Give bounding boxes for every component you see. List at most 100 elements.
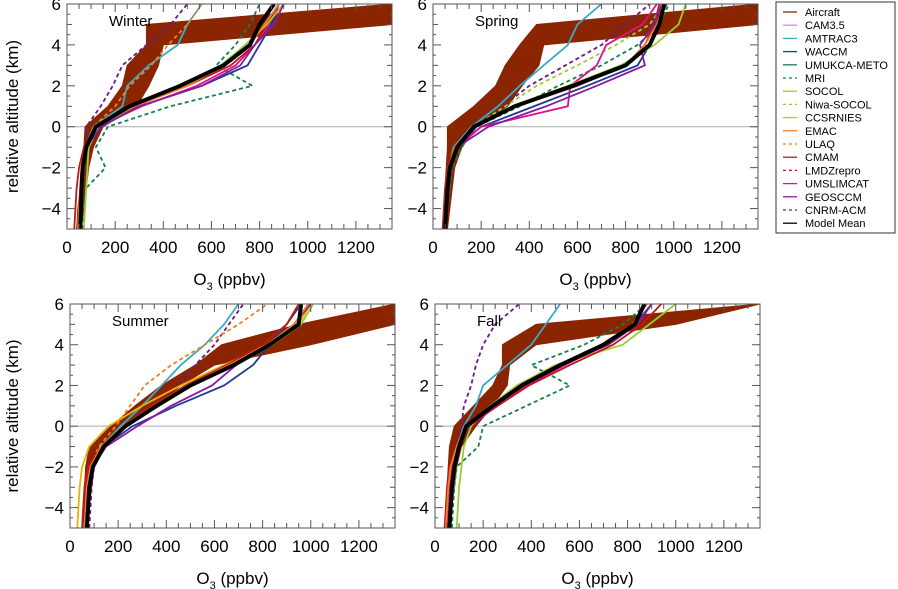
panel-fall: 0 200 400 600 800 1000 1200 −4 −2 0 2 4 6 Fall O3 (ppb…: [410, 295, 761, 589]
x-tick-label: 600: [563, 238, 591, 257]
aircraft-range-band: [444, 304, 760, 528]
x-tick-label: 200: [467, 238, 495, 257]
x-tick-label: 800: [248, 537, 276, 556]
x-tick-label: 0: [62, 238, 71, 257]
legend-label: EMAC: [805, 126, 837, 138]
y-tick-label: 0: [420, 417, 429, 436]
x-tick-label: 400: [515, 238, 543, 257]
x-tick-label: 1000: [292, 537, 330, 556]
plot-area: [433, 4, 758, 229]
x-tick-label: 800: [245, 238, 273, 257]
legend-item: Model Mean: [783, 218, 866, 230]
y-tick-label: 4: [418, 36, 427, 55]
x-axis-label: O3 (ppbv): [193, 270, 265, 293]
y-tick-label: −2: [410, 458, 429, 477]
season-label: Spring: [475, 13, 518, 30]
y-tick-label: −4: [45, 499, 64, 518]
plot-area: [435, 304, 760, 528]
y-tick-label: 0: [52, 118, 61, 137]
plot-area: [67, 4, 392, 229]
x-tick-label: 0: [430, 537, 439, 556]
legend-item: EMAC: [783, 126, 837, 138]
legend-item: WACCM: [783, 47, 847, 59]
series-ulaq: [83, 304, 268, 528]
legend-item: Niwa-SOCOL: [783, 99, 872, 111]
legend-item: ULAQ: [783, 139, 835, 151]
x-tick-label: 0: [65, 537, 74, 556]
legend-item: UMUKCA-METO: [783, 60, 888, 72]
series-model-mean: [447, 304, 647, 528]
x-tick-label: 600: [565, 537, 593, 556]
legend-item: UMSLIMCAT: [783, 179, 869, 191]
legend-label: GEOSCCM: [805, 192, 862, 204]
panel-winter: 0 200 400 600 800 1000 1200 −4 −2 0 2 4 6 Winter O3 (p…: [3, 0, 393, 293]
legend-label: CMAM: [805, 152, 839, 164]
x-tick-label: 200: [469, 537, 497, 556]
x-tick-label: 1000: [655, 238, 693, 257]
x-tick-label: 600: [197, 238, 225, 257]
x-tick-label: 1200: [705, 537, 743, 556]
legend-item: MRI: [783, 73, 825, 85]
x-axis-label: O3 (ppbv): [561, 569, 633, 589]
panel-summer: 0 200 400 600 800 1000 1200 −4 −2 0 2 4 6 Summer O3 (p…: [3, 295, 396, 589]
legend-label: ULAQ: [805, 139, 835, 151]
aircraft-range-band: [442, 4, 758, 229]
legend-label: UMUKCA-METO: [805, 60, 888, 72]
x-axis-label: O3 (ppbv): [196, 569, 268, 589]
legend-label: Aircraft: [805, 7, 840, 19]
y-tick-label: 6: [418, 0, 427, 14]
y-axis-label: relative altitude (km): [3, 339, 22, 492]
y-tick-label: 4: [52, 36, 61, 55]
panel-spring: 0 200 400 600 800 1000 1200 −4 −2 0 2 4 6 Spring O3 (p…: [408, 0, 759, 293]
legend-item: GEOSCCM: [783, 192, 862, 204]
season-label: Fall: [477, 313, 501, 330]
legend-item: CMAM: [783, 152, 839, 164]
x-tick-label: 800: [611, 238, 639, 257]
season-label: Summer: [112, 313, 169, 330]
legend-item: CCSRNIES: [783, 113, 862, 125]
aircraft-range-band: [81, 304, 395, 528]
series-model-mean: [78, 4, 276, 229]
legend-label: AMTRAC3: [805, 33, 858, 45]
legend-label: MRI: [805, 73, 825, 85]
y-tick-label: 0: [55, 417, 64, 436]
y-tick-label: −2: [42, 159, 61, 178]
legend-label: CAM3.5: [805, 20, 845, 32]
legend-label: CNRM-ACM: [805, 205, 866, 217]
legend-label: LMDZrepro: [805, 165, 861, 177]
aircraft-range-band: [76, 4, 392, 229]
legend-item: LMDZrepro: [783, 165, 861, 177]
series-mri: [450, 304, 648, 528]
legend-label: CCSRNIES: [805, 113, 862, 125]
x-tick-label: 200: [101, 238, 129, 257]
y-tick-label: 2: [55, 376, 64, 395]
y-tick-label: −2: [408, 159, 427, 178]
legend-item: Aircraft: [783, 7, 840, 19]
legend-label: WACCM: [805, 47, 847, 59]
y-tick-label: −4: [408, 200, 427, 219]
y-tick-label: 4: [55, 336, 64, 355]
y-tick-label: 2: [420, 376, 429, 395]
y-tick-label: 6: [52, 0, 61, 14]
y-tick-label: 6: [420, 295, 429, 314]
x-tick-label: 200: [104, 537, 132, 556]
plot-area: [70, 304, 395, 528]
x-tick-label: 400: [517, 537, 545, 556]
series-model-mean: [443, 4, 667, 229]
legend-label: SOCOL: [805, 86, 844, 98]
y-tick-label: −4: [410, 499, 429, 518]
x-tick-label: 1000: [657, 537, 695, 556]
y-tick-label: −2: [45, 458, 64, 477]
legend-item: SOCOL: [783, 86, 844, 98]
season-label: Winter: [109, 13, 152, 30]
x-tick-label: 600: [200, 537, 228, 556]
legend-label: Model Mean: [805, 218, 866, 230]
legend-item: CNRM-ACM: [783, 205, 866, 217]
y-tick-label: 6: [55, 295, 64, 314]
x-tick-label: 400: [152, 537, 180, 556]
y-tick-label: 4: [420, 336, 429, 355]
y-axis-label: relative altitude (km): [3, 40, 22, 193]
legend-label: UMSLIMCAT: [805, 179, 869, 191]
